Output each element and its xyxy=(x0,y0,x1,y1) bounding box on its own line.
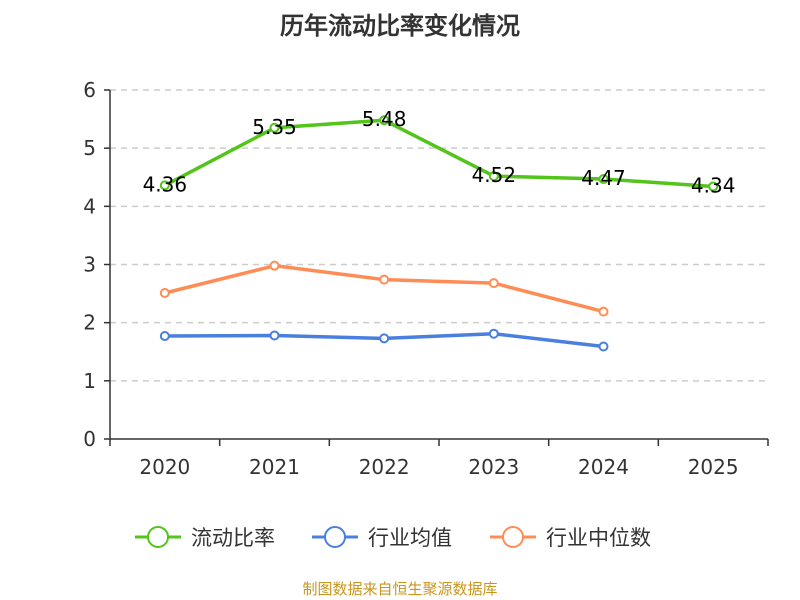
y-tick-label: 4 xyxy=(83,194,96,218)
y-tick-label: 0 xyxy=(83,427,96,451)
legend-label: 行业均值 xyxy=(368,526,452,550)
data-point xyxy=(488,171,499,182)
legend-marker-icon xyxy=(147,526,169,548)
x-tick-label: 2024 xyxy=(578,455,629,479)
data-point xyxy=(269,330,280,341)
data-point xyxy=(488,278,499,289)
legend-item: 行业均值 xyxy=(312,526,452,550)
legend-item: 行业中位数 xyxy=(490,526,651,550)
data-point xyxy=(708,181,719,192)
y-tick-label: 2 xyxy=(83,311,96,335)
data-point xyxy=(379,333,390,344)
data-point xyxy=(159,180,170,191)
y-tick-label: 5 xyxy=(83,136,96,160)
series-0: 4.36 5.35 5.48 4.52 4.47 4.34 xyxy=(143,107,736,197)
data-point xyxy=(598,306,609,317)
data-label: 5.35 xyxy=(252,115,297,139)
data-label: 4.52 xyxy=(472,163,517,187)
data-point xyxy=(488,328,499,339)
x-tick-label: 2022 xyxy=(359,455,410,479)
data-point xyxy=(159,331,170,342)
x-tick-label: 2020 xyxy=(139,455,190,479)
legend-marker-icon xyxy=(324,526,346,548)
legend-label: 流动比率 xyxy=(191,526,275,550)
data-label: 4.36 xyxy=(143,172,188,196)
data-point xyxy=(379,115,390,126)
legend-item: 流动比率 xyxy=(135,526,275,550)
legend-marker-icon xyxy=(502,526,524,548)
x-tick-label: 2023 xyxy=(468,455,519,479)
x-tick-label: 2025 xyxy=(688,455,739,479)
data-label: 4.47 xyxy=(581,166,626,190)
series-1 xyxy=(159,328,609,352)
x-tick-label: 2021 xyxy=(249,455,300,479)
data-point xyxy=(269,260,280,271)
data-label: 4.34 xyxy=(691,174,736,198)
data-point xyxy=(379,274,390,285)
data-point xyxy=(598,173,609,184)
y-tick-label: 1 xyxy=(83,369,96,393)
series-line xyxy=(164,118,714,189)
source-note: 制图数据来自恒生聚源数据库 xyxy=(302,580,498,598)
legend-label: 行业中位数 xyxy=(546,526,651,550)
data-label: 5.48 xyxy=(362,107,407,131)
chart-title: 历年流动比率变化情况 xyxy=(280,12,520,40)
data-point xyxy=(269,122,280,133)
data-point xyxy=(159,288,170,299)
y-tick-label: 6 xyxy=(83,78,96,102)
data-point xyxy=(598,341,609,352)
y-tick-label: 3 xyxy=(83,253,96,277)
series-2 xyxy=(159,260,609,317)
series-line xyxy=(164,263,604,314)
